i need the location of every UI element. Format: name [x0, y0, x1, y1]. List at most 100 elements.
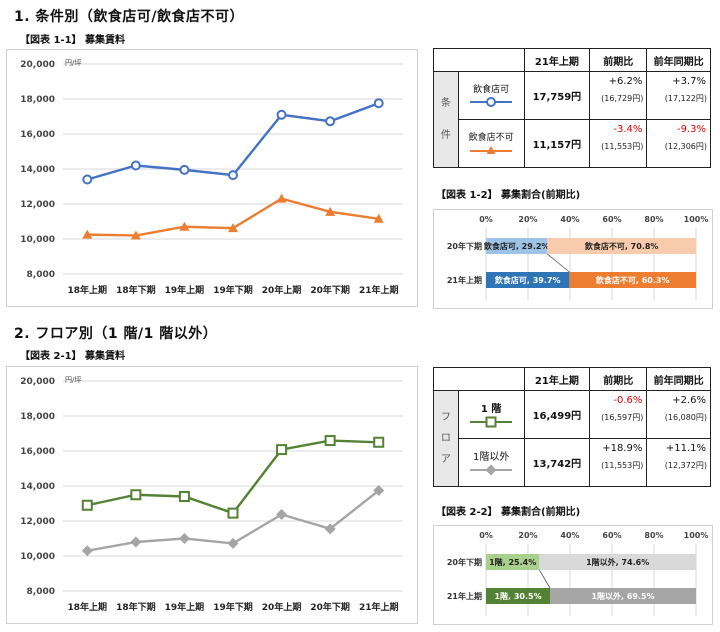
- yoy-change: -9.3%: [676, 124, 706, 135]
- category-label: 20年下期: [447, 241, 482, 251]
- yoy-change: +2.6%: [672, 395, 706, 406]
- table-condition: 21年上期 前期比 前年同期比 条件 飲食店可 17,759円 +6.2% (16…: [433, 48, 711, 168]
- share1-caption: 【図表 1-2】 募集割合(前期比): [436, 190, 581, 201]
- data-point: [373, 98, 384, 109]
- table1-corner: [433, 48, 525, 72]
- y-tick-label: 10,000: [20, 552, 55, 562]
- table-row-segment: 飲食店可: [457, 71, 525, 120]
- share2-caption: 【図表 2-2】 募集割合(前期比): [436, 507, 581, 518]
- qoq-cell: -3.4% (11,553円): [589, 119, 648, 168]
- qoq-change: +6.2%: [608, 76, 643, 87]
- x-tick-label: 19年下期: [213, 601, 253, 613]
- data-point: [130, 160, 141, 171]
- yoy-prev: (16,080円): [664, 413, 707, 422]
- data-point: [276, 109, 287, 120]
- data-point: [373, 485, 385, 497]
- y-tick-label: 12,000: [20, 517, 55, 527]
- x-tick-label: 20%: [518, 215, 537, 224]
- rent-line-chart-1: 20,000 18,000 16,000 14,000 12,000 10,000 8,00…: [20, 59, 403, 296]
- qoq-cell: +6.2% (16,729円): [589, 71, 648, 120]
- current-value: 16,499円: [523, 390, 591, 439]
- data-point: [276, 444, 288, 456]
- rent-chart-condition: 20,000 18,000 16,000 14,000 12,000 10,000 8,00…: [6, 49, 418, 307]
- data-point: [227, 507, 239, 519]
- category-label: 21年上期: [447, 275, 482, 285]
- qoq-change: -0.6%: [613, 395, 643, 406]
- qoq-prev: (11,553円): [601, 461, 644, 470]
- x-tick-label: 18年下期: [116, 601, 156, 613]
- y-tick-label: 14,000: [20, 482, 55, 492]
- data-point: [373, 213, 384, 223]
- table-row-segment: 1 階: [457, 390, 525, 439]
- y-tick-label: 8,000: [27, 270, 55, 280]
- data-label: 1階以外, 69.5%: [591, 591, 654, 601]
- x-tick-label: 20年下期: [310, 601, 350, 613]
- series-connector-line: [538, 569, 551, 589]
- data-label: 1階, 30.5%: [494, 591, 541, 601]
- bar-segment: [486, 238, 548, 254]
- yoy-cell: -9.3% (12,306円): [646, 119, 711, 168]
- share-bar-chart-2: 0% 20% 40% 60% 80% 100% 20年下期 1階, 25.4% 1階以外, 74…: [447, 531, 709, 616]
- table-row-segment: 飲食店不可: [457, 119, 525, 168]
- data-point: [325, 206, 336, 216]
- current-value: 11,157円: [523, 119, 591, 168]
- legend-triangle-marker-icon: [470, 145, 513, 154]
- data-point: [81, 545, 93, 557]
- share-chart-floor: 0% 20% 40% 60% 80% 100% 20年下期 1階, 25.4% 1階以外, 74…: [433, 525, 713, 625]
- data-label: 飲食店可, 39.7%: [494, 275, 561, 285]
- y-tick-label: 18,000: [20, 95, 55, 105]
- segment-label: 飲食店不可: [468, 132, 514, 143]
- chart2-caption: 【図表 2-1】 募集賃料: [20, 351, 126, 362]
- data-point: [373, 436, 385, 448]
- data-point: [82, 174, 93, 185]
- table2-side-label: フロア: [433, 390, 459, 487]
- qoq-cell: -0.6% (16,597円): [589, 390, 648, 439]
- table2-header: 前期比: [589, 367, 648, 391]
- y-tick-label: 14,000: [20, 165, 55, 175]
- qoq-cell: +18.9% (11,553円): [589, 438, 648, 487]
- data-point: [179, 164, 190, 175]
- yoy-prev: (12,372円): [664, 461, 707, 470]
- bar-segment: [486, 588, 551, 604]
- data-point: [178, 533, 190, 544]
- x-tick-label: 80%: [644, 215, 663, 224]
- qoq-change: +18.9%: [602, 443, 643, 454]
- data-point: [81, 499, 93, 511]
- data-label: 1階以外, 74.6%: [586, 557, 649, 567]
- x-tick-label: 20年下期: [310, 284, 350, 296]
- share-bar-chart-1: 0% 20% 40% 60% 80% 100% 20年下期 飲食店可, 29.2% 飲食店不可,…: [447, 215, 709, 300]
- data-point: [227, 537, 239, 549]
- table1-header: 前期比: [589, 48, 648, 72]
- x-tick-label: 19年下期: [213, 284, 253, 296]
- y-unit-label: 円/坪: [65, 376, 81, 384]
- data-point: [228, 223, 238, 233]
- x-tick-label: 100%: [684, 215, 709, 224]
- bar-segment: [486, 272, 570, 288]
- data-label: 飲食店可, 29.2%: [483, 241, 550, 251]
- current-value: 13,742円: [523, 438, 591, 487]
- table-floor: 21年上期 前期比 前年同期比 フロア 1 階 16,499円 -0.6% (16…: [433, 367, 711, 487]
- data-point: [82, 229, 93, 239]
- x-tick-label: 20%: [518, 531, 537, 540]
- qoq-prev: (16,729円): [601, 94, 644, 103]
- section1-title: 1. 条件別（飲食店可/飲食店不可）: [14, 9, 245, 25]
- chart1-caption: 【図表 1-1】 募集賃料: [20, 35, 126, 46]
- data-label: 飲食店不可, 70.8%: [584, 241, 659, 251]
- x-tick-label: 19年上期: [165, 284, 205, 296]
- table2-header: 前年同期比: [646, 367, 711, 391]
- segment-label: 飲食店可: [473, 84, 510, 95]
- yoy-prev: (12,306円): [664, 142, 707, 151]
- data-point: [130, 489, 142, 501]
- share-chart-condition: 0% 20% 40% 60% 80% 100% 20年下期 飲食店可, 29.2% 飲食店不可,…: [433, 209, 713, 309]
- y-tick-label: 10,000: [20, 235, 55, 245]
- x-tick-label: 100%: [684, 531, 709, 540]
- x-tick-label: 18年上期: [68, 601, 108, 613]
- x-tick-label: 40%: [560, 531, 579, 540]
- x-tick-label: 40%: [560, 215, 579, 224]
- bar-segment: [569, 272, 696, 288]
- y-tick-label: 18,000: [20, 412, 55, 422]
- series-line: [86, 102, 380, 181]
- segment-label: 1階以外: [472, 451, 510, 463]
- data-point: [276, 193, 287, 203]
- table-row-segment: 1階以外: [457, 438, 525, 487]
